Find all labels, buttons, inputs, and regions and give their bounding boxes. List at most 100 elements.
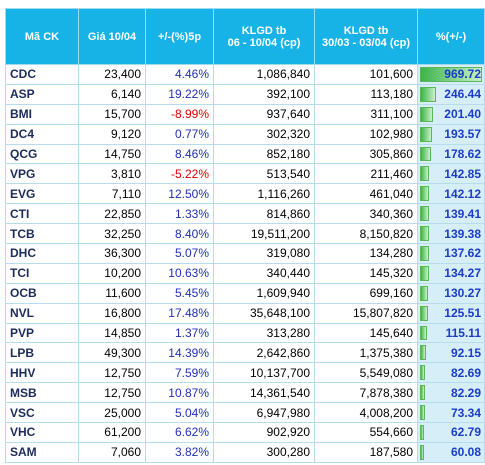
cell: 1,375,380 <box>314 342 418 364</box>
cell: 10.63% <box>145 262 214 284</box>
row: CDC 23,400 4.46% 1,086,840 101,600 969.72 <box>5 64 485 85</box>
cell: EVG <box>5 183 79 205</box>
cell: 101,600 <box>314 64 418 85</box>
cell: 302,320 <box>213 123 315 145</box>
cell: 187,580 <box>314 441 418 463</box>
cell: 1.33% <box>145 203 214 225</box>
cell-value: 60.08 <box>450 445 481 460</box>
header-row: Mã CK Giá 10/04 +/-(%)5p KLGD tb 06 - 10/04… <box>5 8 485 65</box>
cell: DHC <box>5 243 79 264</box>
cell: 73.34 <box>417 402 485 424</box>
cell: 9,120 <box>78 123 146 145</box>
data-bar <box>420 126 433 142</box>
cell: 6,947,980 <box>213 402 315 424</box>
row: MSB 12,750 10.87% 14,361,540 7,878,380 82.29 <box>5 382 485 404</box>
cell: 10,137,700 <box>213 362 315 384</box>
cell: 4.46% <box>145 64 214 85</box>
row: VPG 3,810 -5.22% 513,540 211,460 142.85 <box>5 163 485 185</box>
cell: 1,116,260 <box>213 183 315 205</box>
cell: 19,511,200 <box>213 223 315 245</box>
cell: QCG <box>5 143 79 165</box>
cell-value: 125.51 <box>444 306 481 321</box>
cell: 145,320 <box>314 262 418 284</box>
cell-value: 92.15 <box>450 345 481 360</box>
cell: 60.08 <box>417 441 485 463</box>
row: OCB 11,600 5.45% 1,609,940 699,160 130.27 <box>5 282 485 304</box>
cell: 49,300 <box>78 342 146 364</box>
row: BMI 15,700 -8.99% 937,640 311,100 201.40 <box>5 103 485 125</box>
cell: 319,080 <box>213 243 315 264</box>
cell: 6.62% <box>145 422 214 443</box>
cell-value: 178.62 <box>444 147 481 161</box>
cell: 8,150,820 <box>314 223 418 245</box>
cell: 22,850 <box>78 203 146 225</box>
cell-value: 82.29 <box>450 385 481 400</box>
cell: 62.79 <box>417 422 485 443</box>
cell: VSC <box>5 402 79 424</box>
data-bar <box>420 425 424 440</box>
cell: TCB <box>5 223 79 245</box>
cell: 32,250 <box>78 223 146 245</box>
row: VSC 25,000 5.04% 6,947,980 4,008,200 73.34 <box>5 402 485 424</box>
header-cell: KLGD tb 30/03 - 03/04 (cp) <box>314 8 418 65</box>
cell: 699,160 <box>314 282 418 304</box>
cell: VPG <box>5 163 79 185</box>
cell: 139.41 <box>417 203 485 225</box>
cell: 82.29 <box>417 382 485 404</box>
data-bar <box>420 385 426 401</box>
cell: 392,100 <box>213 83 315 105</box>
cell: 211,460 <box>314 163 418 185</box>
data-bar <box>420 365 426 381</box>
row: DC4 9,120 0.77% 302,320 102,980 193.57 <box>5 123 485 145</box>
cell: 12.50% <box>145 183 214 205</box>
cell: 1,086,840 <box>213 64 315 85</box>
header-cell: %(+/-) <box>417 8 485 65</box>
row: TCI 10,200 10.63% 340,440 145,320 134.27 <box>5 262 485 284</box>
cell: 14,750 <box>78 143 146 165</box>
cell: 340,440 <box>213 262 315 284</box>
row: CTI 22,850 1.33% 814,860 340,360 139.41 <box>5 203 485 225</box>
cell: 92.15 <box>417 342 485 364</box>
cell: 16,800 <box>78 302 146 324</box>
data-bar <box>420 285 429 301</box>
cell-value: 193.57 <box>444 127 481 142</box>
cell: -5.22% <box>145 163 214 185</box>
data-bar <box>420 246 429 261</box>
cell: 7,110 <box>78 183 146 205</box>
cell: VHC <box>5 422 79 443</box>
cell: MSB <box>5 382 79 404</box>
header-cell: KLGD tb 06 - 10/04 (cp) <box>213 8 315 65</box>
cell: CDC <box>5 64 79 85</box>
data-bar <box>420 345 426 361</box>
cell: PVP <box>5 322 79 344</box>
cell: 340,360 <box>314 203 418 225</box>
cell: 193.57 <box>417 123 485 145</box>
cell-value: 130.27 <box>444 286 481 301</box>
cell: LPB <box>5 342 79 364</box>
cell: 11,600 <box>78 282 146 304</box>
data-bar <box>420 226 429 242</box>
row: QCG 14,750 8.46% 852,180 305,860 178.62 <box>5 143 485 165</box>
cell: NVL <box>5 302 79 324</box>
cell: 19.22% <box>145 83 214 105</box>
cell: 12,750 <box>78 362 146 384</box>
cell: 7,060 <box>78 441 146 463</box>
row: TCB 32,250 8.40% 19,511,200 8,150,820 139.38 <box>5 223 485 245</box>
cell: 12,750 <box>78 382 146 404</box>
header-cell: Giá 10/04 <box>78 8 146 65</box>
row: PVP 14,850 1.37% 313,280 145,640 115.11 <box>5 322 485 344</box>
data-bar <box>420 444 424 460</box>
cell: -8.99% <box>145 103 214 125</box>
cell: 14.39% <box>145 342 214 364</box>
cell: 313,280 <box>213 322 315 344</box>
row: DHC 36,300 5.07% 319,080 134,280 137.62 <box>5 243 485 264</box>
cell: 115.11 <box>417 322 485 344</box>
cell: 2,642,860 <box>213 342 315 364</box>
row: SAM 7,060 3.82% 300,280 187,580 60.08 <box>5 441 485 463</box>
cell: TCI <box>5 262 79 284</box>
cell: 10.87% <box>145 382 214 404</box>
row: NVL 16,800 17.48% 35,648,100 15,807,820 125.5… <box>5 302 485 324</box>
cell: BMI <box>5 103 79 125</box>
cell: 461,040 <box>314 183 418 205</box>
cell: 25,000 <box>78 402 146 424</box>
